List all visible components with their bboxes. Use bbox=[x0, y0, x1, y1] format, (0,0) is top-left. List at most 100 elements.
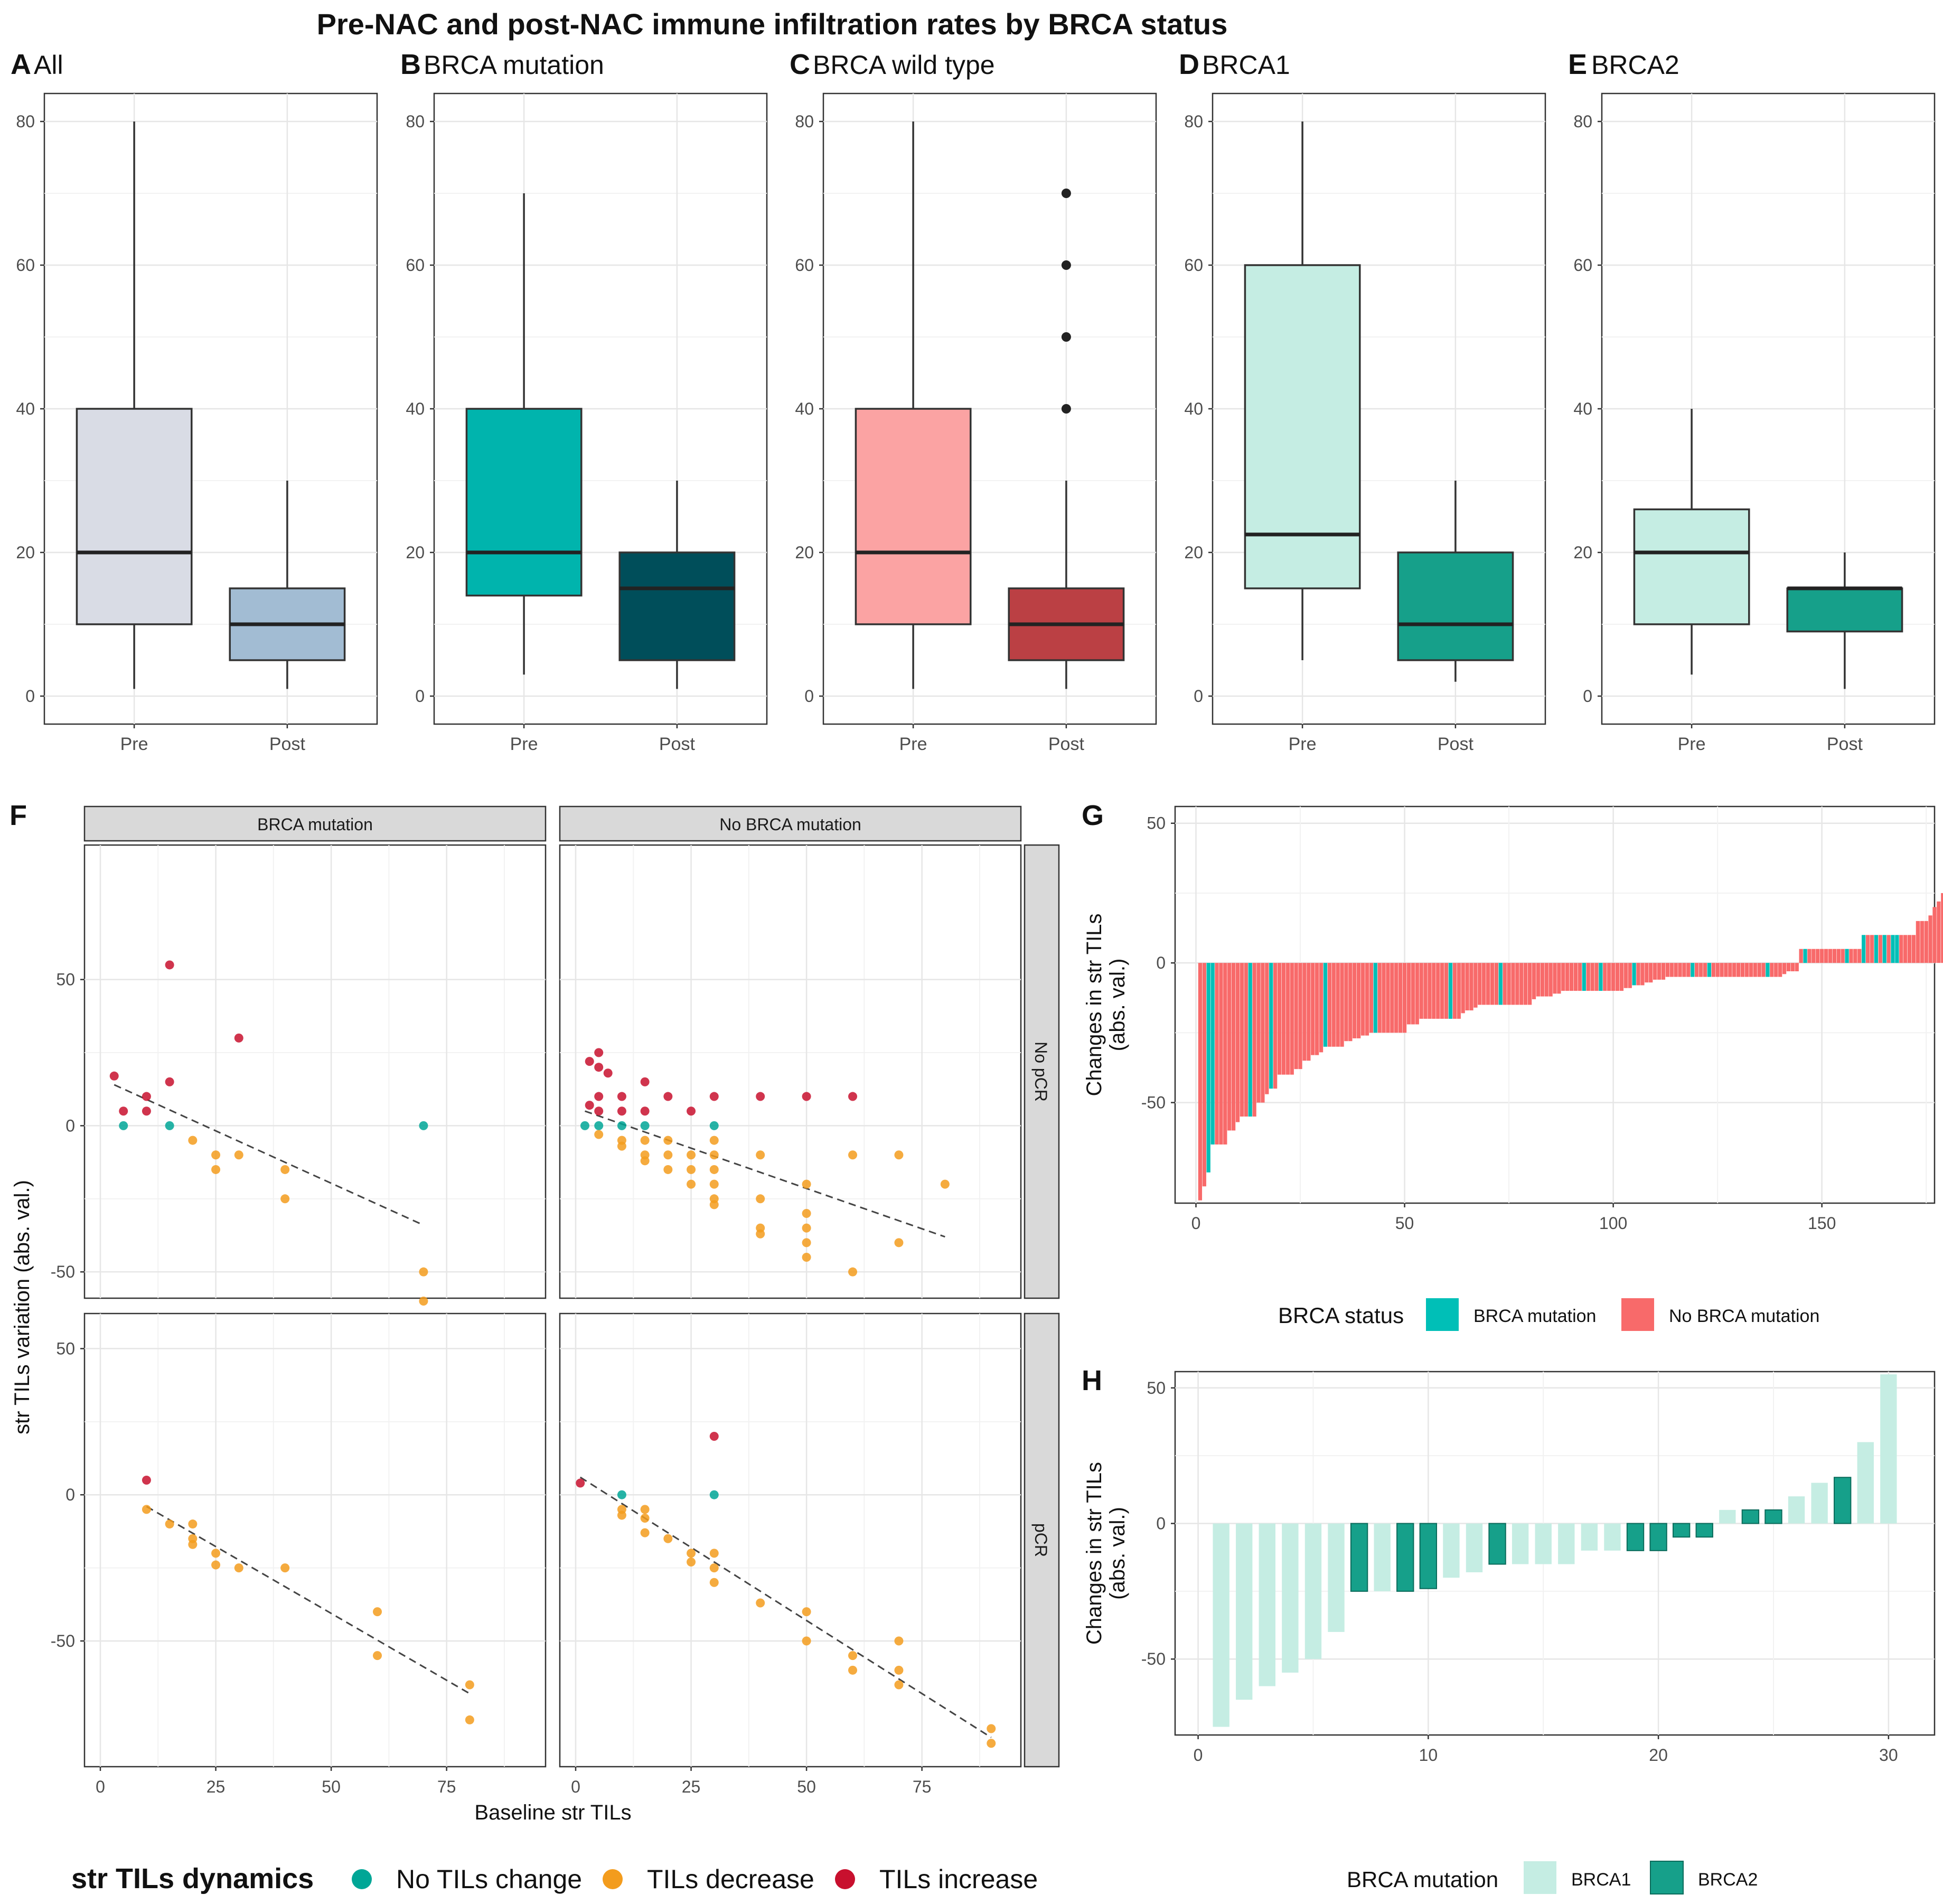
scatter-point-increase bbox=[848, 1092, 858, 1101]
scatter-point-increase bbox=[165, 960, 174, 970]
bar-no-brca-mutation bbox=[1757, 963, 1761, 977]
x-tick-label: 50 bbox=[797, 1777, 816, 1796]
scatter-point-decrease bbox=[234, 1150, 243, 1160]
bar-brca1 bbox=[1374, 1523, 1391, 1591]
bar-no-brca-mutation bbox=[1744, 963, 1749, 977]
bar-no-brca-mutation bbox=[1311, 963, 1315, 1055]
bar-no-brca-mutation bbox=[1703, 963, 1707, 977]
panel-label: F bbox=[10, 800, 27, 831]
scatter-point-increase bbox=[142, 1476, 151, 1485]
bar-no-brca-mutation bbox=[1365, 963, 1369, 1036]
bar-no-brca-mutation bbox=[1911, 935, 1916, 963]
legend-key-nochange bbox=[352, 1869, 372, 1889]
bar-brca-mutation bbox=[1632, 963, 1636, 986]
x-tick-label: 50 bbox=[1395, 1214, 1414, 1233]
bar-no-brca-mutation bbox=[1327, 963, 1331, 1047]
box-pre bbox=[1244, 264, 1361, 589]
bar-brca1 bbox=[1304, 1523, 1322, 1659]
y-tick-label: 40 bbox=[406, 399, 425, 418]
y-tick-label: 60 bbox=[16, 256, 35, 275]
scatter-point-decrease bbox=[709, 1200, 719, 1209]
facet-background bbox=[559, 1312, 1022, 1768]
bar-no-brca-mutation bbox=[1615, 963, 1620, 991]
bar-brca-mutation bbox=[1248, 963, 1252, 1117]
y-axis-title-line: (abs. val.) bbox=[1106, 959, 1129, 1052]
bar-no-brca-mutation bbox=[1573, 963, 1578, 991]
bar-no-brca-mutation bbox=[1682, 963, 1686, 977]
scatter-point-nochange bbox=[617, 1121, 626, 1130]
scatter-point-decrease bbox=[663, 1150, 673, 1160]
bar-no-brca-mutation bbox=[1386, 963, 1390, 1033]
x-tick-label: 30 bbox=[1879, 1746, 1898, 1765]
scatter-point-decrease bbox=[211, 1560, 221, 1570]
scatter-point-increase bbox=[576, 1478, 585, 1488]
y-tick-label: 40 bbox=[1573, 399, 1592, 418]
panel-c-box: 0 20 40 60 80 Pre Post C BRCA wild type bbox=[790, 49, 1157, 754]
bar-brca2 bbox=[1764, 1509, 1782, 1524]
bar-no-brca-mutation bbox=[1231, 963, 1236, 1131]
scatter-point-increase bbox=[687, 1106, 696, 1116]
bar-no-brca-mutation bbox=[1715, 963, 1720, 977]
y-tick-label: 0 bbox=[25, 687, 35, 706]
bar-no-brca-mutation bbox=[1649, 963, 1653, 983]
bar-no-brca-mutation bbox=[1353, 963, 1357, 1038]
bar-no-brca-mutation bbox=[1824, 949, 1828, 963]
bar-no-brca-mutation bbox=[1557, 963, 1561, 994]
y-tick-label: 20 bbox=[795, 543, 814, 562]
bar-brca2 bbox=[1672, 1523, 1691, 1538]
bar-brca2 bbox=[1834, 1477, 1852, 1524]
scatter-point-decrease bbox=[987, 1739, 996, 1748]
panel-label: D bbox=[1179, 49, 1199, 80]
scatter-point-nochange bbox=[640, 1121, 650, 1130]
scatter-point-increase bbox=[709, 1092, 719, 1101]
scatter-point-decrease bbox=[617, 1141, 626, 1151]
bar-no-brca-mutation bbox=[1640, 963, 1645, 986]
x-tick-label: 75 bbox=[437, 1777, 456, 1796]
scatter-point-increase bbox=[640, 1077, 650, 1086]
x-tick-label: 150 bbox=[1808, 1214, 1836, 1233]
y-tick-label: 0 bbox=[65, 1485, 75, 1504]
facet-panel: -50 0 50 bbox=[51, 844, 547, 1306]
scatter-point-increase bbox=[603, 1068, 613, 1078]
bar-brca-mutation bbox=[1599, 963, 1603, 991]
bar-brca1 bbox=[1282, 1523, 1299, 1673]
bar-brca2 bbox=[1419, 1523, 1438, 1589]
legend-label: No BRCA mutation bbox=[1669, 1306, 1819, 1326]
scatter-point-increase bbox=[617, 1092, 626, 1101]
bar-no-brca-mutation bbox=[1524, 963, 1528, 1005]
bar-brca2 bbox=[1741, 1509, 1760, 1524]
bar-no-brca-mutation bbox=[1428, 963, 1432, 1019]
scatter-point-nochange bbox=[419, 1121, 428, 1130]
legend-key-brca-mutation bbox=[1426, 1298, 1459, 1331]
bar-no-brca-mutation bbox=[1252, 963, 1256, 1117]
bar-no-brca-mutation bbox=[1753, 963, 1757, 977]
bar-no-brca-mutation bbox=[1227, 963, 1232, 1131]
scatter-point-decrease bbox=[465, 1715, 474, 1724]
bar-no-brca-mutation bbox=[1623, 963, 1628, 988]
scatter-point-increase bbox=[142, 1106, 151, 1116]
y-tick-label: 20 bbox=[16, 543, 35, 562]
bar-no-brca-mutation bbox=[1907, 935, 1912, 963]
scatter-point-decrease bbox=[940, 1179, 950, 1189]
y-axis-title-line: Changes in str TILs bbox=[1083, 913, 1106, 1096]
scatter-point-increase bbox=[594, 1063, 604, 1072]
scatter-point-decrease bbox=[419, 1267, 428, 1277]
panel-f-scatter: F BRCA mutation No BRCA mutation No pCR pCR -… bbox=[10, 800, 1060, 1894]
bar-no-brca-mutation bbox=[1653, 963, 1657, 980]
x-axis-title: Baseline str TILs bbox=[474, 1801, 631, 1824]
bar-no-brca-mutation bbox=[1285, 963, 1290, 1075]
bar-no-brca-mutation bbox=[1298, 963, 1302, 1070]
x-tick-label: Post bbox=[1438, 734, 1474, 754]
bar-no-brca-mutation bbox=[1569, 963, 1574, 991]
panel-label: H bbox=[1082, 1365, 1102, 1396]
bar-brca1 bbox=[1512, 1523, 1529, 1564]
scatter-point-decrease bbox=[756, 1229, 765, 1239]
scatter-point-decrease bbox=[756, 1194, 765, 1204]
bar-no-brca-mutation bbox=[1202, 963, 1206, 1187]
bar-brca2 bbox=[1695, 1523, 1713, 1538]
bar-no-brca-mutation bbox=[1878, 935, 1882, 963]
bar-no-brca-mutation bbox=[1865, 935, 1870, 963]
bar-no-brca-mutation bbox=[1482, 963, 1486, 1005]
scatter-point-decrease bbox=[188, 1136, 198, 1145]
x-tick-label: 10 bbox=[1419, 1746, 1438, 1765]
